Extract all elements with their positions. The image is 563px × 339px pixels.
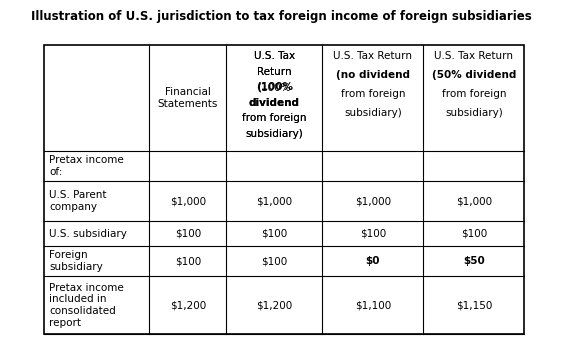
Text: $100: $100: [261, 256, 288, 266]
Text: (50% dividend: (50% dividend: [432, 70, 516, 80]
Text: (no dividend: (no dividend: [336, 70, 410, 80]
Text: $100: $100: [360, 229, 386, 239]
Text: $100: $100: [175, 229, 201, 239]
Text: Return: Return: [257, 66, 292, 77]
Text: $0: $0: [366, 256, 380, 266]
Text: $1,000: $1,000: [256, 196, 292, 206]
Text: $1,000: $1,000: [169, 196, 206, 206]
Text: from foreign: from foreign: [242, 113, 307, 123]
Text: from foreign: from foreign: [442, 89, 506, 99]
Text: $1,200: $1,200: [169, 300, 206, 310]
Text: U.S. Tax: U.S. Tax: [254, 51, 295, 61]
Text: Pretax income
included in
consolidated
report: Pretax income included in consolidated r…: [50, 283, 124, 327]
Text: dividend: dividend: [249, 98, 300, 108]
Text: (100%: (100%: [256, 82, 293, 92]
Text: $100: $100: [175, 256, 201, 266]
Text: $100: $100: [261, 229, 288, 239]
Text: Illustration of U.S. jurisdiction to tax foreign income of foreign subsidiaries: Illustration of U.S. jurisdiction to tax…: [31, 10, 532, 23]
Text: $50: $50: [463, 256, 485, 266]
Text: $100: $100: [461, 229, 487, 239]
Text: Pretax income
of:: Pretax income of:: [50, 155, 124, 177]
Text: subsidiary): subsidiary): [245, 129, 303, 139]
Text: from foreign: from foreign: [242, 113, 307, 123]
Text: U.S. Tax Return: U.S. Tax Return: [435, 52, 513, 61]
Text: U.S. subsidiary: U.S. subsidiary: [50, 229, 127, 239]
Text: $1,000: $1,000: [456, 196, 492, 206]
Text: subsidiary): subsidiary): [245, 129, 303, 139]
Text: from foreign: from foreign: [341, 89, 405, 99]
Text: (100%: (100%: [258, 82, 291, 92]
Text: U.S. Tax Return: U.S. Tax Return: [333, 52, 413, 61]
Text: subsidiary): subsidiary): [344, 108, 402, 118]
Text: Financial
Statements: Financial Statements: [158, 87, 218, 109]
Text: U.S. Parent
company: U.S. Parent company: [50, 190, 107, 212]
Text: $1,150: $1,150: [456, 300, 492, 310]
Bar: [43, 45, 525, 334]
Text: dividend: dividend: [249, 98, 300, 108]
Text: subsidiary): subsidiary): [445, 108, 503, 118]
Text: $1,000: $1,000: [355, 196, 391, 206]
Text: U.S. Tax: U.S. Tax: [254, 51, 295, 61]
Text: Foreign
subsidiary: Foreign subsidiary: [50, 250, 103, 272]
Text: $1,200: $1,200: [256, 300, 293, 310]
Text: Return: Return: [257, 66, 292, 77]
Text: $1,100: $1,100: [355, 300, 391, 310]
